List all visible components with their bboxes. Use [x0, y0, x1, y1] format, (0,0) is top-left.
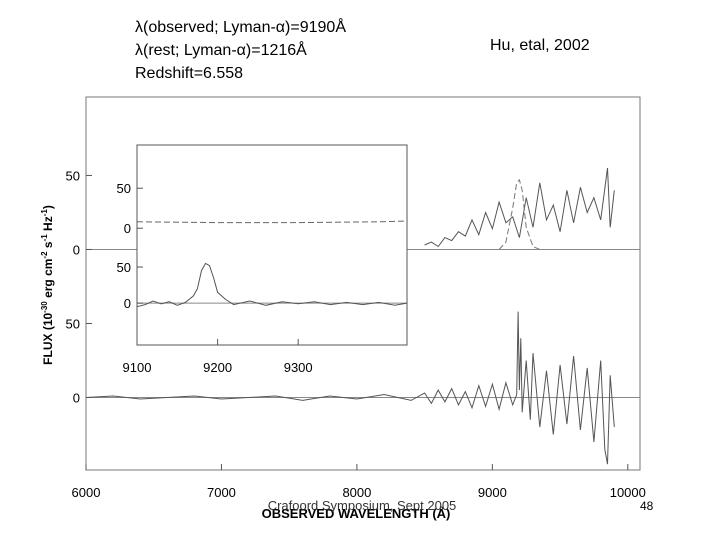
x-tick-label: 7000 [207, 485, 236, 500]
spectrum-line [85, 311, 615, 465]
page-number: 48 [640, 499, 654, 513]
y-axis-label-part: FLUX (10 [41, 312, 55, 364]
footer: Crafoord Symposium, Sept 2005 [268, 498, 457, 513]
y-tick-label: 0 [73, 242, 80, 257]
y-tick-label: 0 [73, 390, 80, 405]
y-tick-label: 50 [66, 168, 80, 183]
y-axis-label-part: -1 [40, 234, 49, 242]
x-tick-label: 6000 [72, 485, 101, 500]
x-tick-label: 8000 [342, 485, 371, 500]
header-line: Redshift=6.558 [135, 65, 243, 82]
x-tick-label: 9100 [123, 360, 152, 375]
spectrum-line [498, 178, 541, 250]
y-axis-label-part: -1 [40, 209, 49, 217]
spectrum-line [136, 262, 408, 308]
x-tick-label: 9000 [478, 485, 507, 500]
spectrum-line [424, 167, 615, 248]
plot-frame [85, 96, 641, 471]
y-axis-label-part: -2 [40, 251, 49, 259]
y-tick-label: 0 [124, 221, 131, 236]
y-axis-label-part: -30 [40, 301, 49, 313]
header-line: λ(observed; Lyman-α)=9190Å [135, 17, 346, 36]
x-tick-label: 9200 [203, 360, 232, 375]
x-tick-label: 10000 [610, 485, 646, 500]
y-axis-label-part: s [41, 241, 55, 251]
citation: Hu, etal, 2002 [490, 37, 590, 54]
y-tick-label: 50 [66, 316, 80, 331]
header-line: λ(rest; Lyman-α)=1216Å [135, 40, 307, 59]
inset-frame [136, 144, 408, 346]
plot-layer: 0 50 6000 7000 8000 9000 10000 OBSERVED WAVELEN… [40, 144, 646, 521]
y-axis-label-part: ) [41, 205, 55, 209]
y-axis-label-part: erg cm [41, 259, 55, 302]
y-axis-label-part: Hz [41, 216, 55, 234]
y-axis-label: FLUX (10-30 erg cm-2 s-1 Hz-1) [40, 205, 55, 365]
y-tick-label: 50 [117, 260, 131, 275]
y-tick-label: 50 [117, 181, 131, 196]
y-tick-label: 0 [124, 296, 131, 311]
x-tick-label: 9300 [284, 360, 313, 375]
x-axis-label: OBSERVED WAVELENGTH (Å) [262, 506, 451, 521]
